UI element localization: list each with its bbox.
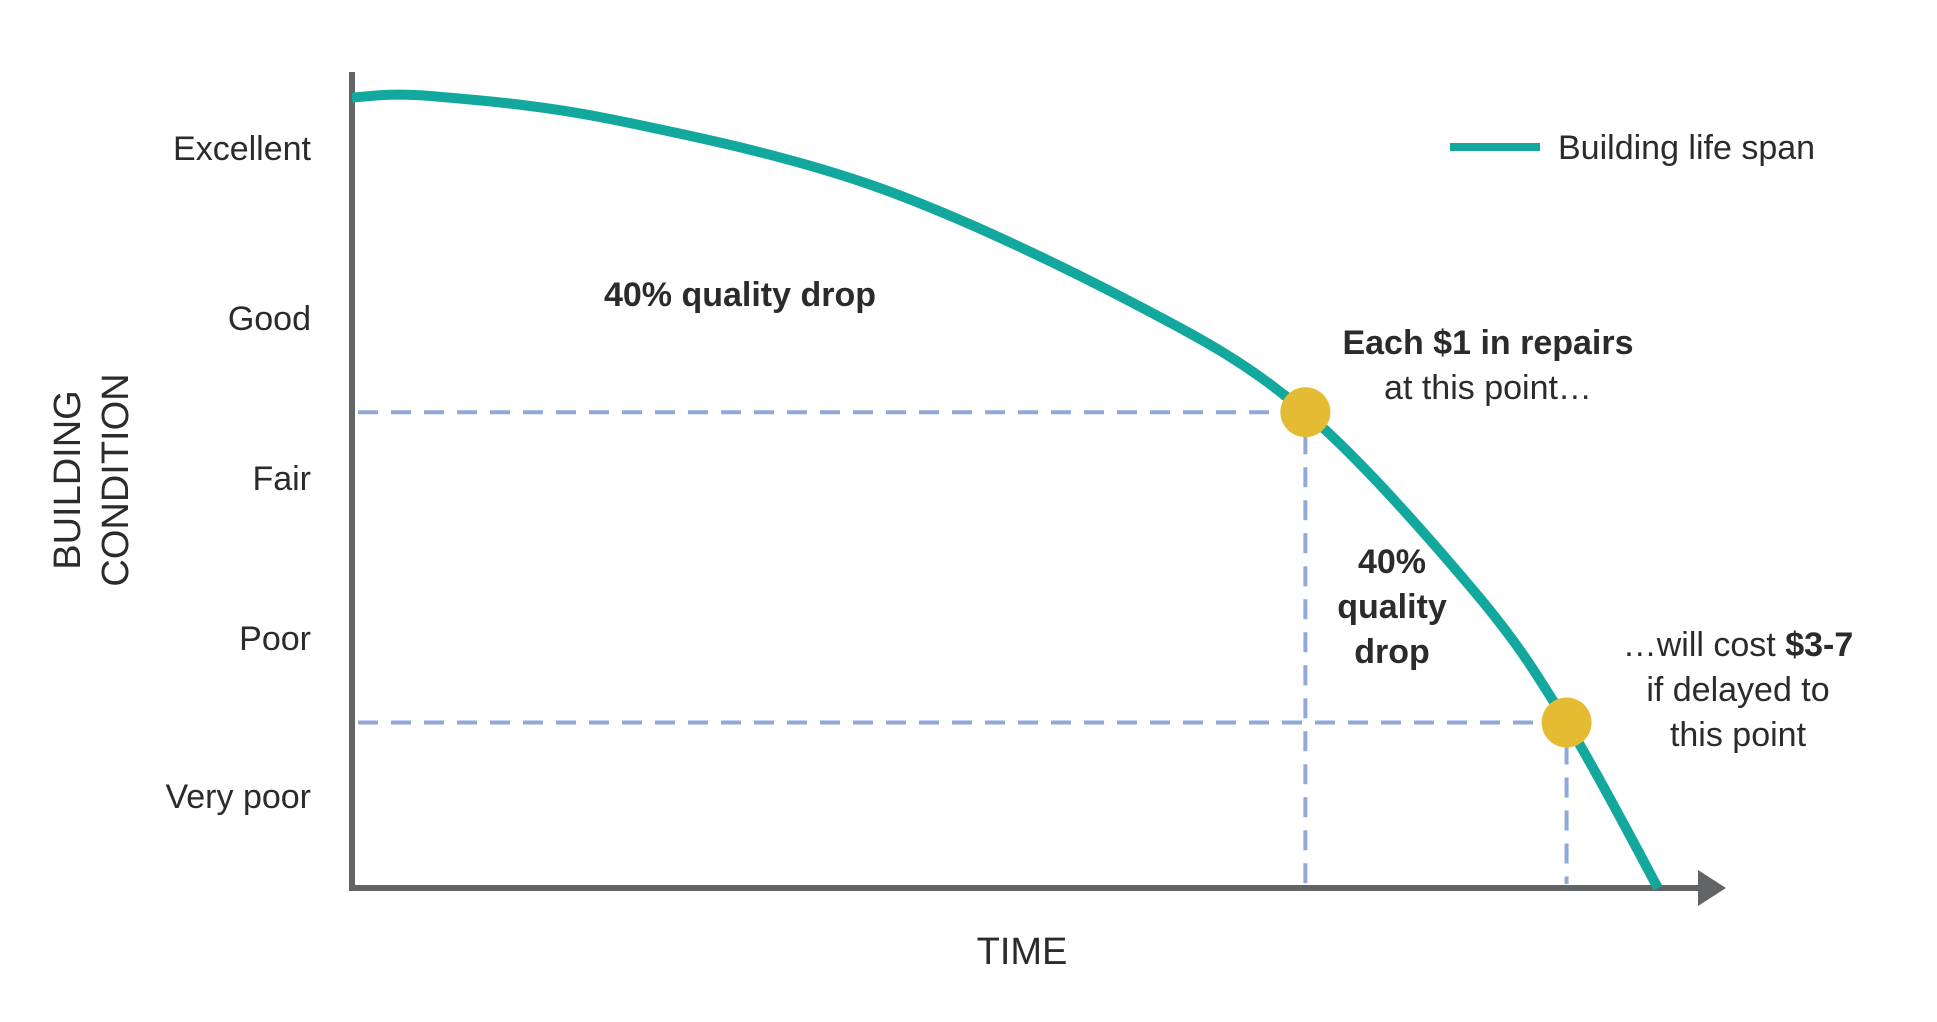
y-tick-label-1: Good <box>228 300 311 338</box>
x-axis-title: TIME <box>977 931 1068 973</box>
y-axis-title-line-2: CONDITION <box>95 373 137 586</box>
markers <box>1280 387 1592 748</box>
y-tick-label-4: Very poor <box>165 778 311 816</box>
annotation-delay-line-1: …will cost $3-7 <box>1623 626 1854 664</box>
y-tick-label-3: Poor <box>239 620 311 658</box>
x-axis-arrowhead <box>1698 870 1726 906</box>
y-axis-title: BUILDING CONDITION <box>47 373 137 586</box>
annotation-vertical-drop: 40% quality drop <box>1337 543 1447 671</box>
annotation-repair-line-2: at this point… <box>1384 369 1592 407</box>
y-tick-label-0: Excellent <box>173 130 312 168</box>
y-axis-title-line-1: BUILDING <box>47 390 89 569</box>
axes <box>349 72 1726 906</box>
annotation-repair: Each $1 in repairs at this point… <box>1342 324 1633 407</box>
y-tick-labels: Excellent Good Fair Poor Very poor <box>165 130 311 816</box>
guide-lines <box>358 410 1569 884</box>
annotation-delay: …will cost $3-7 if delayed to this point <box>1623 626 1854 754</box>
annotation-delay-line-3: this point <box>1670 716 1807 754</box>
annotation-delay-line-2: if delayed to <box>1646 671 1829 709</box>
legend: Building life span <box>1450 129 1815 167</box>
marker-delayed-point <box>1541 697 1592 748</box>
annotation-repair-line-1: Each $1 in repairs <box>1342 324 1633 362</box>
annotation-delay-line-1-prefix: …will cost <box>1623 626 1785 664</box>
annotation-vertical-drop-line-3: drop <box>1354 633 1430 671</box>
legend-label-building-life-span: Building life span <box>1558 129 1815 167</box>
annotation-top-drop: 40% quality drop <box>604 276 876 314</box>
annotation-vertical-drop-line-1: 40% <box>1358 543 1426 581</box>
marker-repair-point <box>1280 387 1331 438</box>
annotation-delay-line-1-bold: $3-7 <box>1785 626 1853 664</box>
series-line-building-life-span <box>351 89 1663 891</box>
annotation-vertical-drop-line-2: quality <box>1337 588 1447 626</box>
y-tick-label-2: Fair <box>252 460 311 498</box>
